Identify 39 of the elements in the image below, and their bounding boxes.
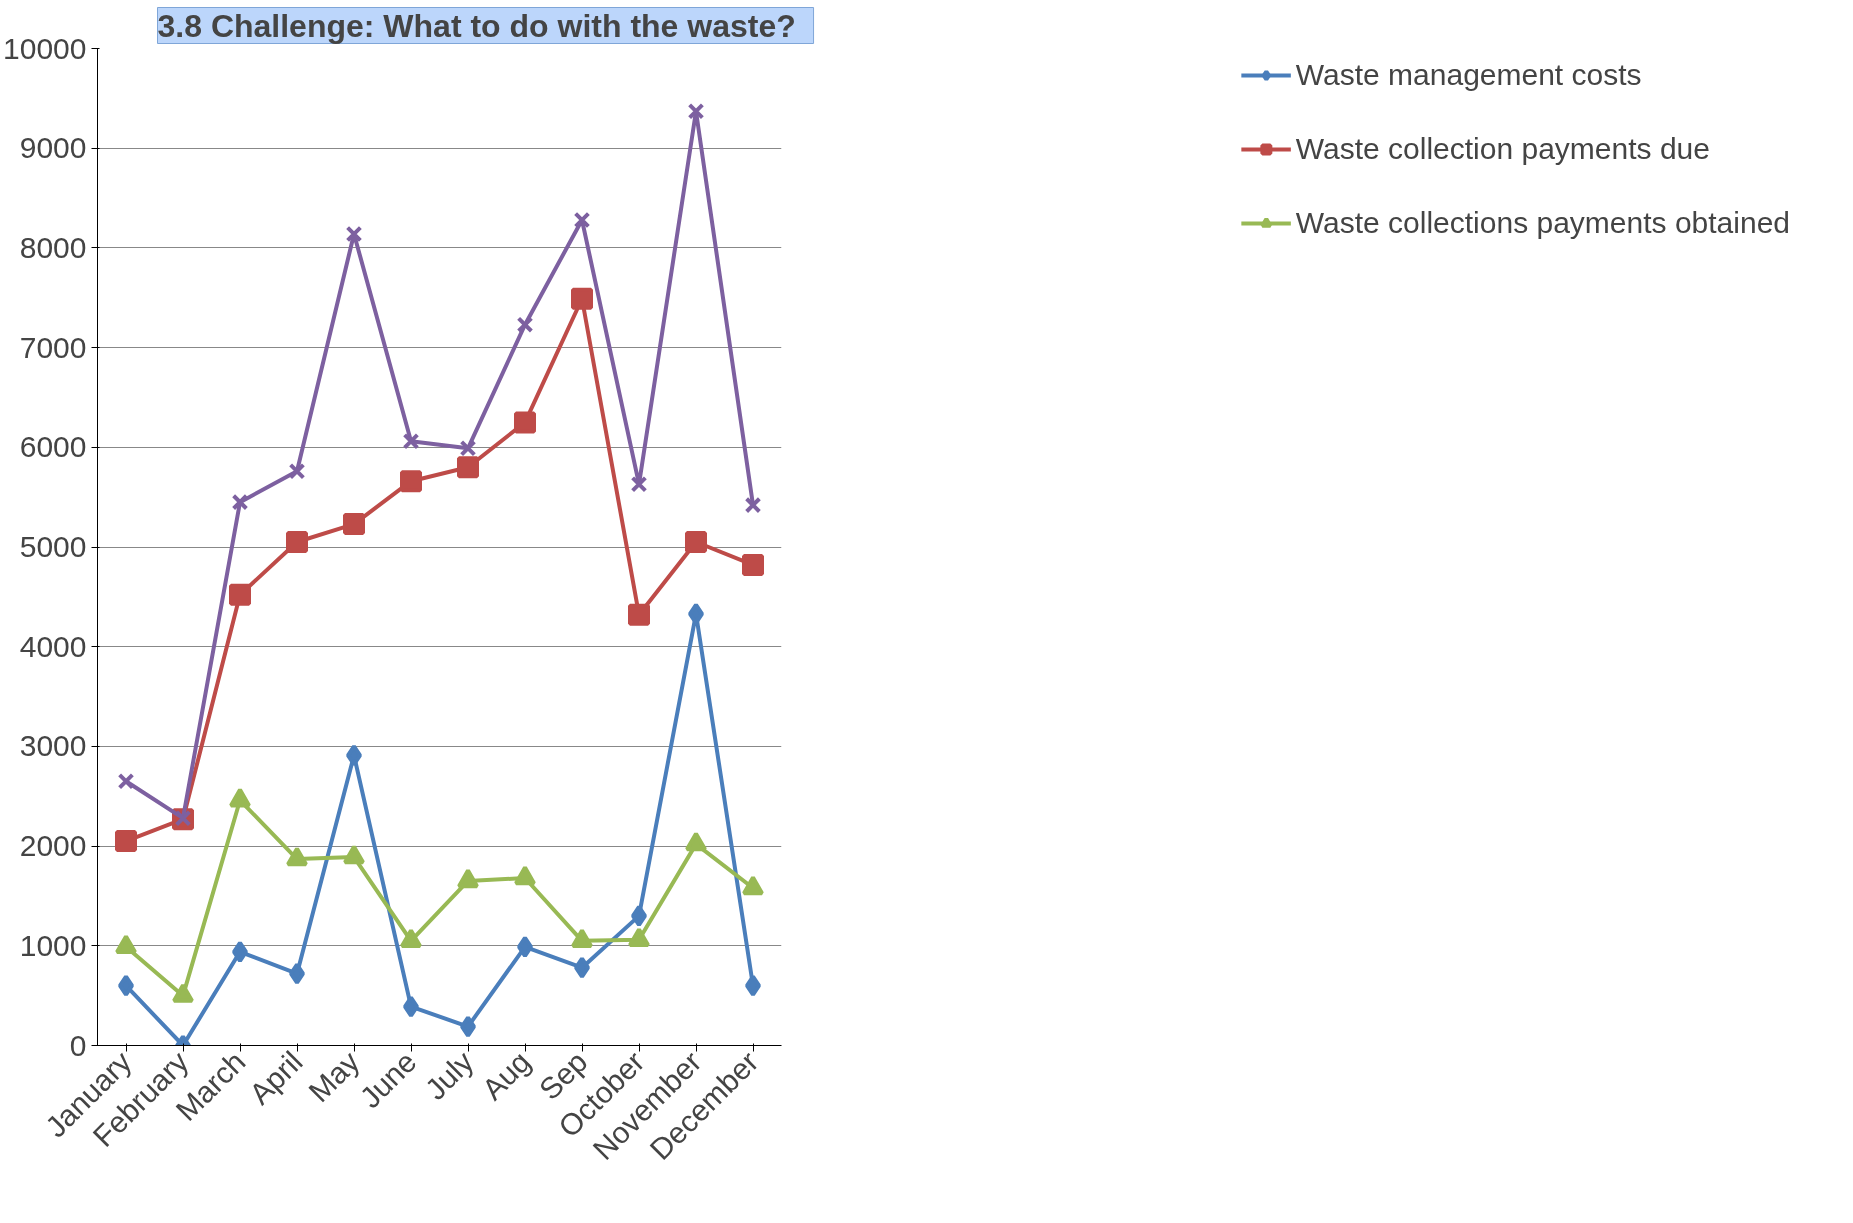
- chart-title: 3.8 Challenge: What to do with the waste?: [157, 7, 796, 44]
- y-tick-label: 1000: [19, 928, 87, 962]
- y-tick-label: 9000: [19, 131, 87, 165]
- point: [687, 102, 705, 120]
- y-tick-label: 5000: [19, 530, 87, 563]
- point: [400, 470, 422, 493]
- legend-label: Waste collections payments obtained: [1295, 206, 1790, 240]
- y-tick-label: 8000: [19, 230, 87, 264]
- point: [459, 439, 477, 457]
- point: [742, 553, 764, 576]
- point: [345, 225, 363, 243]
- point: [685, 531, 707, 554]
- point: [573, 211, 591, 229]
- y-tick-label: 2000: [19, 829, 87, 863]
- y-tick-label: 4000: [19, 629, 87, 663]
- point: [516, 316, 534, 334]
- point: [744, 496, 762, 514]
- y-tick-label: 6000: [19, 430, 87, 464]
- y-tick-label: 3000: [19, 729, 87, 763]
- legend-label: Waste management costs: [1295, 58, 1642, 92]
- point: [343, 513, 365, 536]
- legend-label: Waste collection payments due: [1295, 132, 1710, 166]
- point: [571, 287, 593, 310]
- point: [457, 456, 479, 479]
- point: [628, 603, 650, 626]
- point: [400, 928, 422, 949]
- point: [571, 928, 593, 949]
- y-tick-label: 10000: [3, 31, 87, 65]
- point: [286, 531, 308, 554]
- point: [117, 772, 135, 790]
- point: [231, 493, 249, 511]
- y-tick-label: 7000: [19, 330, 87, 364]
- point: [229, 583, 251, 606]
- point: [514, 411, 536, 434]
- point: [288, 462, 306, 480]
- point: [115, 830, 137, 853]
- point: [630, 475, 648, 493]
- point: [402, 432, 420, 450]
- point: [628, 927, 650, 948]
